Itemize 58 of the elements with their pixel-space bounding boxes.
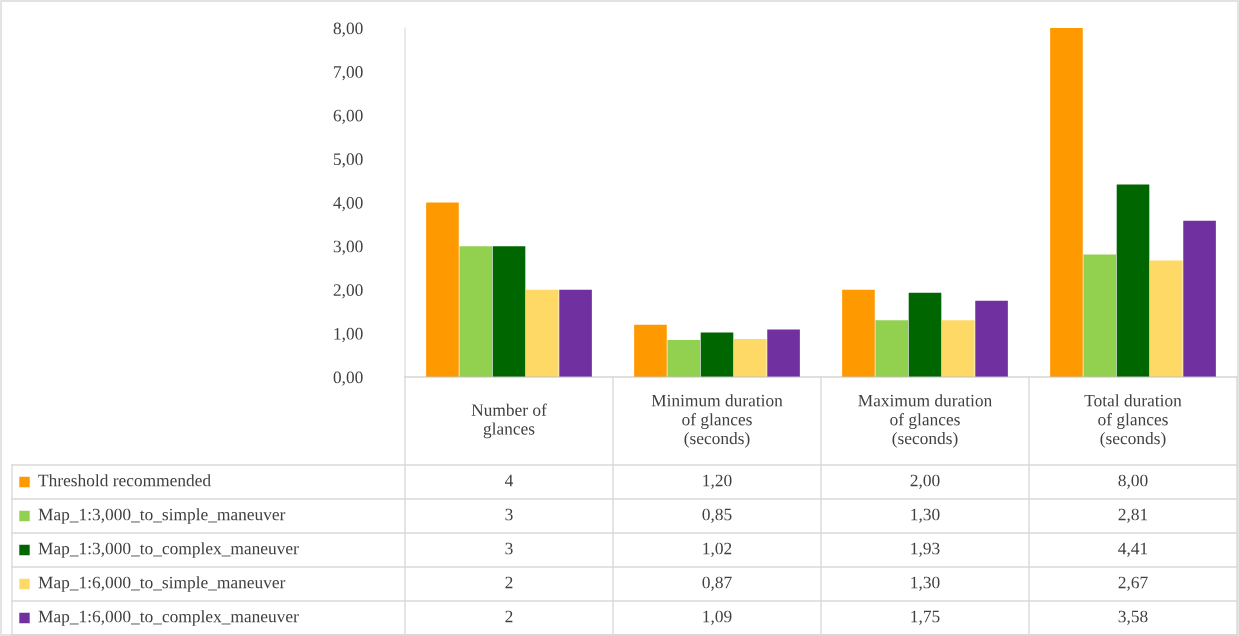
legend-label: Map_1:3,000_to_simple_maneuver xyxy=(38,508,286,524)
bar xyxy=(733,339,767,377)
bar xyxy=(975,300,1008,377)
data-label: 0,85 xyxy=(702,508,732,523)
x-tick-label: Maximum duration of glances (seconds) xyxy=(858,394,992,448)
data-label: 2 xyxy=(505,610,513,623)
bar xyxy=(908,292,942,377)
legend-label: Threshold recommended xyxy=(38,474,211,487)
y-tick-label: 3,00 xyxy=(333,240,363,255)
bar xyxy=(459,246,493,377)
data-label: 1,30 xyxy=(911,576,940,591)
data-label: 8,00 xyxy=(1118,474,1148,489)
bar xyxy=(1116,184,1150,377)
data-label: 1,09 xyxy=(703,610,732,625)
data-label: 1,02 xyxy=(703,542,732,557)
data-label: 3 xyxy=(505,508,513,521)
bar xyxy=(667,339,701,377)
bar xyxy=(1083,254,1117,377)
bar xyxy=(1050,28,1083,377)
bar xyxy=(492,246,526,377)
y-tick-label: 0,00 xyxy=(333,371,363,386)
data-label: 1,93 xyxy=(911,542,940,557)
data-label: 4 xyxy=(505,474,514,487)
y-tick-label: 5,00 xyxy=(333,153,363,168)
data-label: 4,41 xyxy=(1118,542,1148,557)
data-label: 2,67 xyxy=(1118,576,1148,591)
bar xyxy=(1183,220,1216,377)
data-label: 2,00 xyxy=(910,474,940,489)
y-tick-label: 4,00 xyxy=(333,196,363,212)
bar xyxy=(1149,260,1183,377)
data-label: 1,30 xyxy=(911,508,940,523)
data-label: 3 xyxy=(505,542,513,555)
y-tick-label: 2,00 xyxy=(333,284,363,299)
data-label: 2 xyxy=(505,576,513,589)
data-label: 1,75 xyxy=(911,610,940,625)
data-label: 1,20 xyxy=(703,474,732,489)
legend-label: Map_1:6,000_to_simple_maneuver xyxy=(38,576,286,592)
bar xyxy=(700,332,734,377)
bar xyxy=(767,329,800,377)
bar xyxy=(559,289,592,377)
bar xyxy=(875,320,909,377)
y-tick-label: 7,00 xyxy=(334,66,363,81)
x-tick-label: Number of glances xyxy=(471,403,547,439)
legend-label: Map_1:3,000_to_complex_maneuver xyxy=(38,542,299,558)
data-label: 0,87 xyxy=(702,576,732,591)
x-tick-label: Total duration of glances (seconds) xyxy=(1084,394,1182,448)
y-tick-label: 8,00 xyxy=(333,22,363,37)
bar xyxy=(842,289,875,377)
legend-label: Map_1:6,000_to_complex_maneuver xyxy=(38,610,299,626)
data-label: 2,81 xyxy=(1118,508,1148,523)
bar xyxy=(525,289,559,377)
bar xyxy=(941,320,975,377)
x-tick-label: Minimum duration of glances (seconds) xyxy=(651,394,783,448)
y-tick-label: 6,00 xyxy=(333,109,363,124)
bar xyxy=(426,202,459,377)
bar xyxy=(634,324,667,377)
y-tick-label: 1,00 xyxy=(334,327,363,343)
data-label: 3,58 xyxy=(1118,610,1148,625)
